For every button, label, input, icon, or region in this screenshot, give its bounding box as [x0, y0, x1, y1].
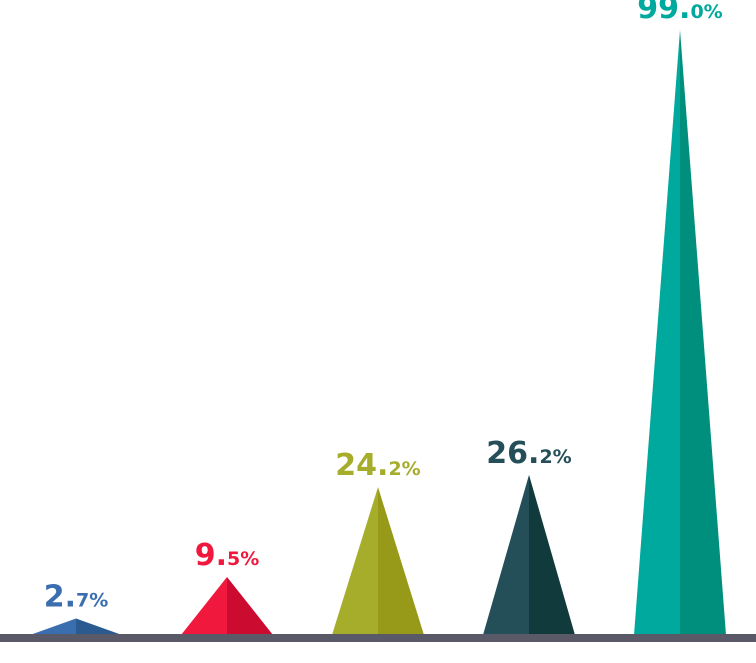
bar-face-dark — [529, 474, 575, 635]
bar-face-light — [181, 576, 227, 635]
data-label-5: 99.0% — [637, 0, 722, 26]
data-label-decimal: 7% — [76, 590, 108, 612]
data-label-integer: 24. — [335, 448, 388, 483]
bar-face-light — [332, 487, 378, 635]
data-label-decimal: 2% — [388, 458, 420, 480]
triangle-bar-5 — [634, 30, 726, 635]
bar-face-light — [634, 30, 680, 635]
triangle-bar-4 — [483, 474, 575, 635]
data-label-3: 24.2% — [335, 448, 420, 483]
data-label-integer: 2. — [44, 580, 76, 615]
bar-face-dark — [680, 30, 726, 635]
bar-face-light — [30, 618, 76, 635]
triangle-bar-3 — [332, 487, 424, 635]
bars-layer — [30, 30, 726, 635]
data-label-1: 2.7% — [44, 580, 109, 615]
labels-layer: 2.7%9.5%24.2% 26.2%99.0% — [44, 0, 723, 615]
data-label-2: 9.5% — [195, 538, 260, 573]
data-label-decimal: 5% — [227, 548, 259, 570]
chart-baseline — [0, 634, 756, 642]
triangle-bar-1 — [30, 618, 122, 635]
bar-face-dark — [378, 487, 424, 635]
bar-face-light — [483, 474, 529, 635]
bar-face-dark — [227, 576, 273, 635]
data-label-4: 26.2% — [486, 436, 571, 471]
data-label-integer: 9. — [195, 538, 227, 573]
data-label-decimal: 2% — [539, 446, 571, 468]
triangle-bar-2 — [181, 576, 273, 635]
bar-face-dark — [76, 618, 122, 635]
data-label-integer: 26. — [486, 436, 539, 471]
data-label-integer: 99. — [637, 0, 690, 26]
data-label-decimal: 0% — [690, 1, 722, 23]
